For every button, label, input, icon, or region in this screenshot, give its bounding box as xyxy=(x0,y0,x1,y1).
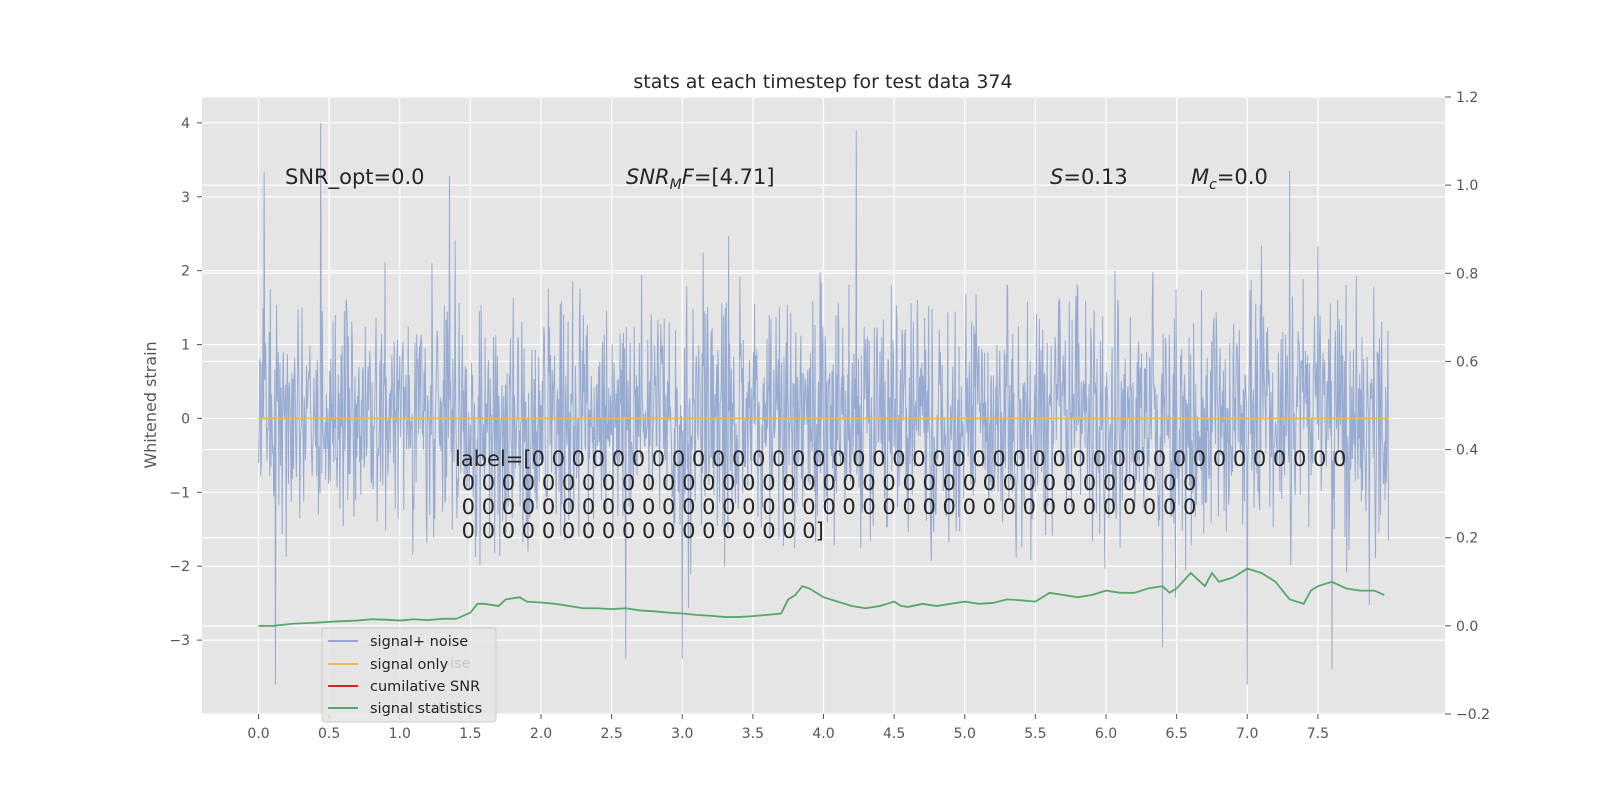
legend-label-signal: signal only xyxy=(370,657,449,673)
y-axis-left: 4 3 2 1 0 −1 −2 −3 xyxy=(169,116,202,649)
y-tick-label: −2 xyxy=(169,559,190,575)
annotation-s: S=0.13 xyxy=(1050,165,1128,189)
y2-tick-label: 0.2 xyxy=(1456,531,1478,547)
legend-label-snr: cumilative SNR xyxy=(370,679,480,695)
x-tick-label: 6.5 xyxy=(1165,726,1187,742)
s-name: S xyxy=(1050,165,1063,189)
legend: ise tistics signal+ noise signal only cu… xyxy=(321,627,497,723)
y2-tick-label: 0.6 xyxy=(1456,354,1478,370)
y-tick-label: −3 xyxy=(169,633,190,649)
snr-mf-sub: M xyxy=(670,177,682,193)
label-line-3: 0 0 0 0 0 0 0 0 0 0 0 0 0 0 0 0 0 0 0 0 … xyxy=(455,495,1196,519)
annotation-snr-mf: SNRMF=[4.71] xyxy=(626,165,775,193)
annotation-label: label=[0 0 0 0 0 0 0 0 0 0 0 0 0 0 0 0 0… xyxy=(455,447,1346,543)
x-tick-label: 5.5 xyxy=(1024,726,1046,742)
chart-title: stats at each timestep for test data 374 xyxy=(633,71,1012,93)
x-tick-label: 2.5 xyxy=(600,726,622,742)
snr-mf-rest: F xyxy=(682,165,695,189)
legend-box xyxy=(321,627,497,723)
x-tick-label: 4.0 xyxy=(812,726,834,742)
y2-tick-label: 0.8 xyxy=(1456,266,1478,282)
y-tick-label: 2 xyxy=(181,264,190,280)
y-axis-right: 1.2 1.0 0.8 0.6 0.4 0.2 0.0 −0.2 xyxy=(1445,90,1490,723)
line-signal-statistics xyxy=(258,567,1385,627)
y-tick-label: 0 xyxy=(181,411,190,427)
x-tick-label: 6.0 xyxy=(1095,726,1117,742)
x-tick-label: 0.0 xyxy=(247,726,269,742)
label-line-4: 0 0 0 0 0 0 0 0 0 0 0 0 0 0 0 0 0 0] xyxy=(455,519,824,543)
legend-label-noise: signal+ noise xyxy=(370,634,468,650)
x-tick-label: 7.0 xyxy=(1236,726,1258,742)
y2-tick-label: −0.2 xyxy=(1456,707,1490,723)
mc-value: =0.0 xyxy=(1217,165,1268,189)
x-tick-label: 4.5 xyxy=(883,726,905,742)
snr-mf-name: SNR xyxy=(626,165,670,189)
legend-shadow-1: ise xyxy=(450,656,471,672)
label-line-2: 0 0 0 0 0 0 0 0 0 0 0 0 0 0 0 0 0 0 0 0 … xyxy=(455,471,1196,495)
label-line-1: label=[0 0 0 0 0 0 0 0 0 0 0 0 0 0 0 0 0… xyxy=(455,447,1346,471)
annotation-snr-opt: SNR_opt=0.0 xyxy=(285,165,425,190)
series-signal-plus-noise xyxy=(258,122,1389,685)
y2-tick-label: 0.0 xyxy=(1456,619,1478,635)
y-tick-label: 3 xyxy=(181,190,190,206)
y-tick-label: 4 xyxy=(181,116,190,132)
x-tick-label: 3.0 xyxy=(671,726,693,742)
y2-tick-label: 1.2 xyxy=(1456,90,1478,106)
x-tick-label: 7.5 xyxy=(1307,726,1329,742)
legend-label-stats: signal statistics xyxy=(370,701,482,717)
x-axis: 0.0 0.5 1.0 1.5 2.0 2.5 3.0 3.5 4.0 4.5 5.0 5.5 6.0 6… xyxy=(247,714,1329,742)
y2-tick-label: 1.0 xyxy=(1456,178,1478,194)
y-tick-label: 1 xyxy=(181,338,190,354)
snr-mf-value: =[4.71] xyxy=(694,165,775,189)
x-tick-label: 1.0 xyxy=(389,726,411,742)
series-signal-statistics xyxy=(258,567,1385,627)
x-tick-label: 3.5 xyxy=(742,726,764,742)
line-signal-plus-noise xyxy=(258,122,1389,685)
s-value: =0.13 xyxy=(1063,165,1127,189)
y-axis-label: Whitened strain xyxy=(141,341,160,468)
mc-name: M xyxy=(1191,165,1209,189)
legend-shadow-2: tistics xyxy=(432,701,475,717)
y2-tick-label: 0.4 xyxy=(1456,443,1478,459)
x-tick-label: 2.0 xyxy=(530,726,552,742)
y-tick-label: −1 xyxy=(169,485,190,501)
x-tick-label: 5.0 xyxy=(954,726,976,742)
mc-sub: c xyxy=(1209,177,1217,193)
annotation-mc: Mc=0.0 xyxy=(1191,165,1268,193)
x-tick-label: 1.5 xyxy=(459,726,481,742)
x-tick-label: 0.5 xyxy=(318,726,340,742)
